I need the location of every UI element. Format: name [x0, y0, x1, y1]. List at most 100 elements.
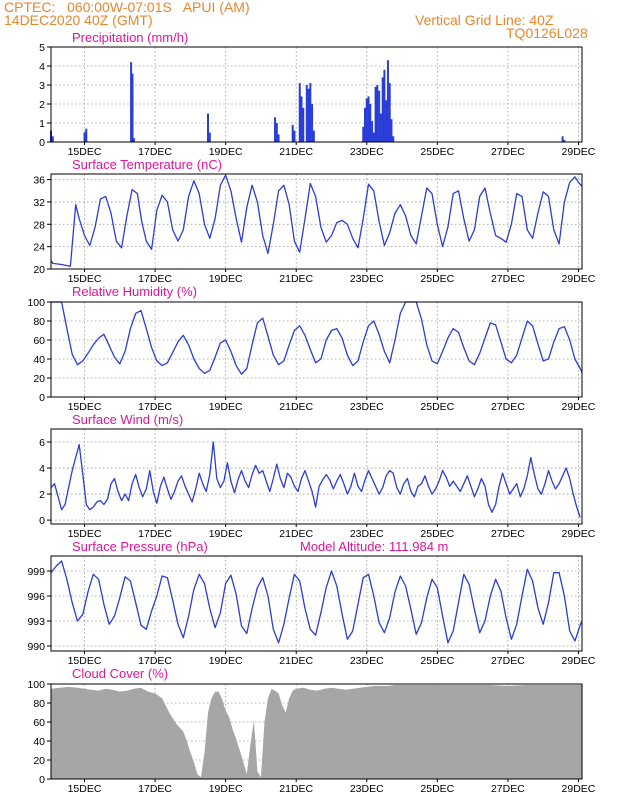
precip-bar [309, 83, 312, 142]
x-tick-label: 29DEC [562, 528, 596, 540]
x-tick-label: 15DEC [68, 146, 102, 158]
x-tick-label: 29DEC [562, 401, 596, 413]
precip-bar [293, 130, 296, 142]
y-tick-label: 2 [39, 489, 45, 501]
pres-frame [50, 555, 583, 652]
x-tick-label: 15DEC [68, 783, 102, 795]
x-tick-label: 29DEC [562, 783, 596, 795]
x-tick-label: 17DEC [138, 401, 172, 413]
y-tick-label: 40 [33, 736, 45, 748]
precip-bar [364, 107, 367, 142]
precip-panel: 0 1 2 3 4 5 15DEC 17DEC 19DEC 21DEC 23DEC 25DEC 27DE… [39, 30, 596, 158]
x-tick-label: 17DEC [138, 528, 172, 540]
x-tick-label: 19DEC [209, 146, 243, 158]
precip-bar [85, 128, 88, 142]
y-tick-label: 0 [39, 515, 45, 527]
precip-bar [378, 90, 381, 142]
y-tick-label: 20 [33, 755, 45, 767]
x-tick-label: 19DEC [209, 273, 243, 285]
y-tick-label: 0 [39, 137, 45, 149]
precip-bar [207, 113, 210, 142]
x-tick-label: 25DEC [420, 655, 454, 667]
x-tick-label: 15DEC [68, 655, 102, 667]
y-tick-label: 36 [33, 175, 45, 187]
temp-line [50, 174, 583, 267]
x-tick-label: 23DEC [350, 528, 384, 540]
precip-bar [388, 83, 391, 142]
y-tick-label: 80 [33, 316, 45, 328]
temp-frame [50, 173, 583, 270]
wind-panel: 0 2 4 6 15DEC 17DEC 19DEC 21DEC 23DEC 25DEC 27DEC 2… [39, 412, 596, 540]
precip-bar [371, 121, 374, 142]
precip-bar [386, 60, 389, 142]
cloud-area [51, 685, 582, 779]
rh-panel: 0 20 40 60 80 100 15DEC 17DEC 19DEC 21DEC 23DEC 25D… [27, 284, 595, 413]
x-tick-label: 23DEC [350, 146, 384, 158]
x-tick-label: 25DEC [420, 146, 454, 158]
x-tick-label: 19DEC [209, 783, 243, 795]
x-tick-label: 25DEC [420, 783, 454, 795]
y-tick-label: 100 [27, 297, 45, 309]
pres-title: Surface Pressure (hPa) [72, 539, 208, 554]
wind-title: Surface Wind (m/s) [72, 412, 183, 427]
precip-bar [383, 69, 386, 142]
x-tick-label: 17DEC [138, 783, 172, 795]
y-tick-label: 40 [33, 354, 45, 366]
cloud-panel: 0 20 40 60 80 100 15DEC 17DEC 19DEC 21DEC 23DEC 25D… [27, 666, 595, 795]
temp-panel: 20 24 28 32 36 15DEC 17DEC 19DEC 21DEC 23DEC 25DEC… [33, 157, 595, 285]
x-tick-label: 25DEC [420, 401, 454, 413]
precip-bar [362, 126, 365, 142]
precip-bar [563, 140, 566, 142]
x-tick-label: 21DEC [279, 401, 313, 413]
precip-bar [83, 132, 86, 142]
y-tick-label: 999 [27, 566, 45, 578]
y-tick-label: 996 [27, 591, 45, 603]
y-tick-label: 0 [39, 774, 45, 786]
x-tick-label: 23DEC [350, 655, 384, 667]
precip-bar [300, 96, 303, 142]
x-tick-label: 15DEC [68, 401, 102, 413]
rh-frame [50, 301, 583, 398]
precip-bar [367, 96, 370, 142]
wind-line [50, 441, 581, 518]
y-tick-label: 24 [33, 242, 45, 254]
x-tick-label: 27DEC [491, 273, 525, 285]
x-tick-label: 29DEC [562, 273, 596, 285]
precip-bar [130, 62, 133, 143]
rh-title: Relative Humidity (%) [72, 284, 197, 299]
precip-bar [132, 138, 135, 142]
y-tick-label: 5 [39, 42, 45, 54]
y-tick-label: 20 [33, 373, 45, 385]
precip-bar [385, 100, 388, 142]
precip-bar [208, 132, 211, 142]
x-tick-label: 29DEC [562, 655, 596, 667]
x-tick-label: 25DEC [420, 528, 454, 540]
x-tick-label: 15DEC [68, 273, 102, 285]
y-tick-label: 80 [33, 698, 45, 710]
temp-title: Surface Temperature (nC) [72, 157, 222, 172]
precip-bar [307, 88, 310, 142]
y-tick-label: 990 [27, 641, 45, 653]
x-tick-label: 27DEC [491, 783, 525, 795]
precip-bar [274, 117, 277, 142]
x-tick-label: 17DEC [138, 146, 172, 158]
y-tick-label: 1 [39, 118, 45, 130]
precip-bar [561, 136, 564, 142]
x-tick-label: 21DEC [279, 273, 313, 285]
station-header: CPTEC: 060:00W-07:01S APUI (AM) [4, 0, 250, 15]
y-tick-label: 0 [39, 392, 45, 404]
y-tick-label: 20 [33, 264, 45, 276]
x-tick-label: 19DEC [209, 401, 243, 413]
y-tick-label: 993 [27, 616, 45, 628]
precip-bar [311, 104, 314, 142]
x-tick-label: 17DEC [138, 655, 172, 667]
pres-panel: 990 993 996 999 15DEC 17DEC 19DEC 21DEC 23DEC 25D… [27, 539, 595, 667]
x-tick-label: 23DEC [350, 783, 384, 795]
precip-bar [372, 132, 375, 142]
y-tick-label: 32 [33, 197, 45, 209]
x-tick-label: 17DEC [138, 273, 172, 285]
precip-bar [51, 136, 54, 142]
precip-bar [277, 134, 280, 142]
precip-bar [374, 86, 377, 142]
precip-bar [302, 107, 305, 142]
